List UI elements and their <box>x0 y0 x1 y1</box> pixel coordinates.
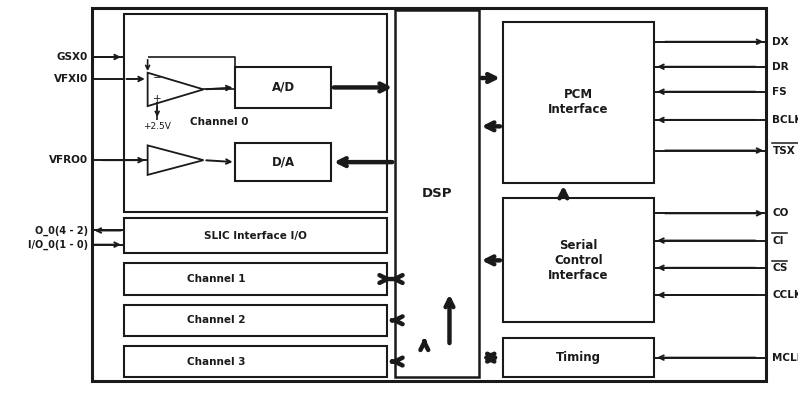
Text: +: + <box>153 94 161 104</box>
Text: CO: CO <box>772 208 789 219</box>
Text: DSP: DSP <box>421 187 452 200</box>
Text: FS: FS <box>772 87 787 97</box>
Bar <box>124 14 387 212</box>
Bar <box>124 218 387 253</box>
Text: GSX0: GSX0 <box>57 52 88 62</box>
Text: TSX: TSX <box>772 145 796 156</box>
Text: DX: DX <box>772 37 789 47</box>
Bar <box>503 198 654 322</box>
Text: Channel 0: Channel 0 <box>190 117 249 127</box>
Text: Serial
Control
Interface: Serial Control Interface <box>548 239 609 282</box>
Text: Timing: Timing <box>556 351 601 364</box>
Text: D/A: D/A <box>272 156 294 169</box>
Bar <box>503 22 654 183</box>
Text: BCLK: BCLK <box>772 115 798 125</box>
Text: SLIC Interface I/O: SLIC Interface I/O <box>204 231 306 241</box>
Text: MCLK: MCLK <box>772 353 798 363</box>
Text: +2.5V: +2.5V <box>144 122 171 131</box>
Bar <box>92 8 766 381</box>
Text: O_0(4 - 2): O_0(4 - 2) <box>34 225 88 236</box>
Text: Channel 2: Channel 2 <box>187 315 245 325</box>
Text: VFRO0: VFRO0 <box>49 155 88 165</box>
Polygon shape <box>148 73 203 106</box>
Text: DR: DR <box>772 62 789 72</box>
Bar <box>395 10 479 377</box>
Text: CS: CS <box>772 263 788 273</box>
Bar <box>235 67 331 108</box>
Text: CI: CI <box>772 235 784 246</box>
Bar <box>124 263 387 295</box>
Bar <box>235 143 331 181</box>
Text: CCLK: CCLK <box>772 290 798 300</box>
Bar <box>503 338 654 377</box>
Text: VFXI0: VFXI0 <box>53 74 88 84</box>
Text: −: − <box>153 73 161 83</box>
Bar <box>124 305 387 336</box>
Polygon shape <box>148 145 203 175</box>
Text: A/D: A/D <box>272 81 294 94</box>
Text: Channel 3: Channel 3 <box>187 356 245 367</box>
Text: PCM
Interface: PCM Interface <box>548 88 609 116</box>
Text: Channel 1: Channel 1 <box>187 274 245 284</box>
Text: I/O_0(1 - 0): I/O_0(1 - 0) <box>28 239 88 250</box>
Bar <box>124 346 387 377</box>
